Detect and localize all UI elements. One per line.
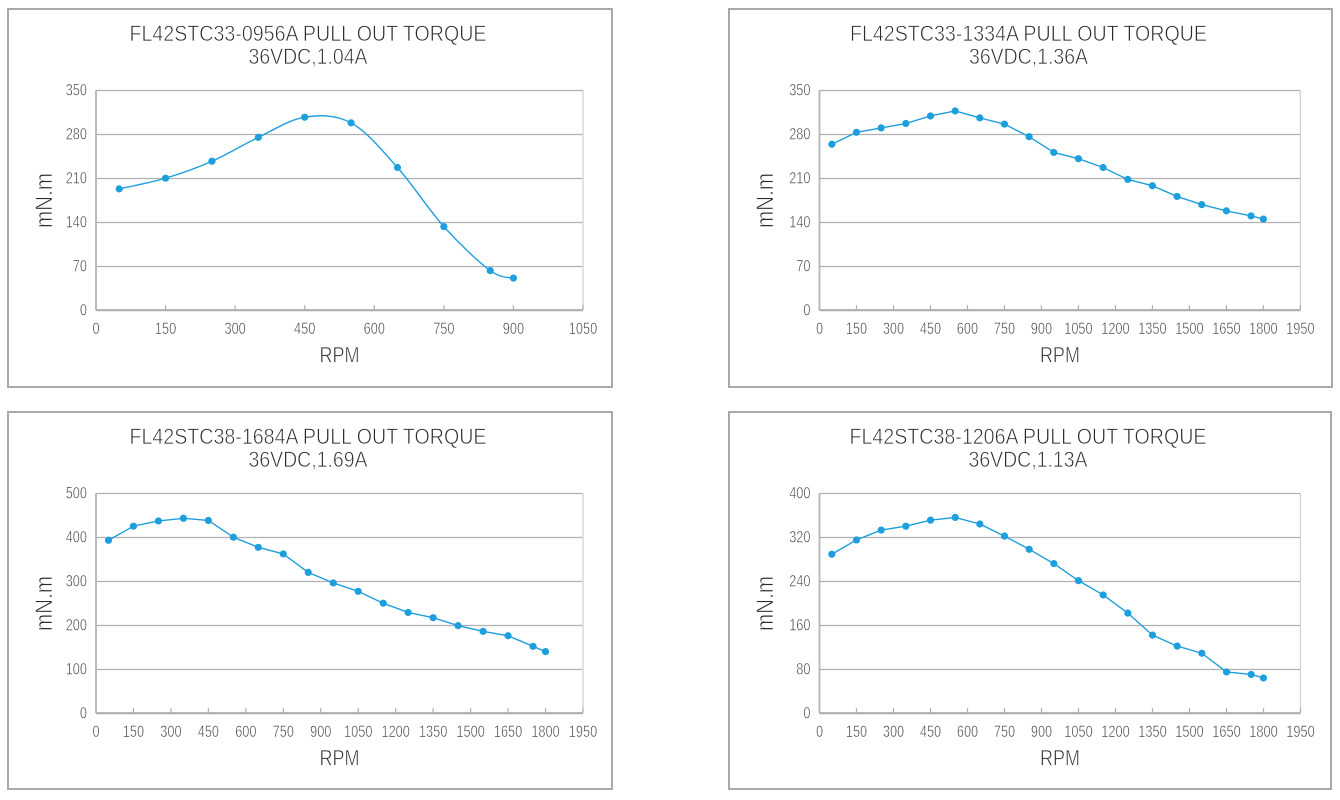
svg-text:1200: 1200 [381, 722, 409, 740]
svg-text:1950: 1950 [1286, 320, 1314, 338]
svg-text:0: 0 [803, 302, 810, 320]
svg-text:350: 350 [789, 82, 810, 100]
svg-text:1350: 1350 [1138, 722, 1166, 740]
svg-text:750: 750 [994, 722, 1015, 740]
svg-text:70: 70 [73, 258, 87, 276]
svg-text:1650: 1650 [1212, 722, 1240, 740]
svg-text:36VDC,1.04A: 36VDC,1.04A [249, 44, 368, 69]
svg-text:160: 160 [789, 616, 810, 634]
svg-text:750: 750 [433, 320, 454, 338]
svg-text:900: 900 [503, 320, 524, 338]
svg-text:70: 70 [796, 258, 810, 276]
svg-text:200: 200 [66, 616, 87, 634]
svg-text:mN.m: mN.m [31, 173, 58, 228]
svg-text:0: 0 [816, 320, 823, 338]
svg-text:900: 900 [310, 722, 331, 740]
svg-text:450: 450 [920, 722, 941, 740]
svg-text:0: 0 [816, 722, 823, 740]
svg-text:900: 900 [1031, 320, 1052, 338]
svg-text:300: 300 [66, 572, 87, 590]
svg-text:450: 450 [198, 722, 219, 740]
svg-text:36VDC,1.13A: 36VDC,1.13A [969, 447, 1088, 472]
svg-text:750: 750 [994, 320, 1015, 338]
svg-text:320: 320 [789, 528, 810, 546]
svg-text:600: 600 [957, 722, 978, 740]
svg-text:300: 300 [883, 320, 904, 338]
svg-text:300: 300 [883, 722, 904, 740]
svg-text:1650: 1650 [494, 722, 522, 740]
svg-text:1800: 1800 [1249, 722, 1277, 740]
svg-text:210: 210 [789, 170, 810, 188]
svg-text:1500: 1500 [456, 722, 484, 740]
svg-text:240: 240 [789, 572, 810, 590]
svg-text:0: 0 [92, 320, 99, 338]
svg-text:FL42STC38-1684A PULL OUT TORQU: FL42STC38-1684A PULL OUT TORQUE [130, 424, 487, 449]
svg-text:1950: 1950 [569, 722, 597, 740]
svg-text:400: 400 [66, 528, 87, 546]
svg-text:mN.m: mN.m [752, 173, 779, 228]
svg-text:0: 0 [92, 722, 99, 740]
svg-text:450: 450 [294, 320, 315, 338]
svg-text:750: 750 [273, 722, 294, 740]
svg-text:350: 350 [66, 82, 87, 100]
svg-text:0: 0 [80, 302, 87, 320]
svg-text:300: 300 [224, 320, 245, 338]
svg-text:300: 300 [160, 722, 181, 740]
svg-text:150: 150 [846, 722, 867, 740]
svg-text:150: 150 [155, 320, 176, 338]
svg-text:280: 280 [66, 126, 87, 144]
svg-text:900: 900 [1031, 722, 1052, 740]
svg-text:140: 140 [66, 214, 87, 232]
svg-text:150: 150 [123, 722, 144, 740]
svg-text:1500: 1500 [1175, 722, 1203, 740]
svg-text:1200: 1200 [1101, 320, 1129, 338]
svg-text:500: 500 [66, 484, 87, 502]
svg-text:FL42STC38-1206A PULL OUT TORQU: FL42STC38-1206A PULL OUT TORQUE [850, 424, 1207, 449]
svg-text:100: 100 [66, 660, 87, 678]
svg-text:600: 600 [957, 320, 978, 338]
svg-text:400: 400 [789, 484, 810, 502]
svg-text:1350: 1350 [1138, 320, 1166, 338]
svg-text:210: 210 [66, 170, 87, 188]
svg-text:1050: 1050 [569, 320, 597, 338]
svg-text:0: 0 [803, 704, 810, 722]
svg-text:1650: 1650 [1212, 320, 1240, 338]
svg-text:80: 80 [796, 660, 810, 678]
svg-text:mN.m: mN.m [31, 576, 58, 631]
svg-text:1950: 1950 [1286, 722, 1314, 740]
svg-text:mN.m: mN.m [752, 576, 779, 631]
svg-text:36VDC,1.69A: 36VDC,1.69A [249, 447, 368, 472]
svg-text:1500: 1500 [1175, 320, 1203, 338]
svg-text:1350: 1350 [419, 722, 447, 740]
svg-text:1200: 1200 [1101, 722, 1129, 740]
svg-text:140: 140 [789, 214, 810, 232]
svg-text:1050: 1050 [1064, 722, 1092, 740]
svg-text:0: 0 [80, 704, 87, 722]
svg-text:36VDC,1.36A: 36VDC,1.36A [969, 44, 1088, 69]
svg-text:FL42STC33-1334A PULL OUT TORQU: FL42STC33-1334A PULL OUT TORQUE [850, 21, 1207, 46]
svg-text:1050: 1050 [344, 722, 372, 740]
svg-text:1800: 1800 [1249, 320, 1277, 338]
svg-text:600: 600 [364, 320, 385, 338]
svg-text:RPM: RPM [1040, 745, 1080, 770]
svg-text:450: 450 [920, 320, 941, 338]
svg-text:150: 150 [846, 320, 867, 338]
svg-text:1800: 1800 [531, 722, 559, 740]
svg-text:RPM: RPM [1040, 343, 1080, 368]
svg-text:1050: 1050 [1064, 320, 1092, 338]
svg-text:FL42STC33-0956A PULL OUT TORQU: FL42STC33-0956A PULL OUT TORQUE [130, 21, 487, 46]
svg-text:280: 280 [789, 126, 810, 144]
svg-text:RPM: RPM [320, 343, 360, 368]
svg-text:RPM: RPM [319, 745, 359, 770]
svg-text:600: 600 [235, 722, 256, 740]
